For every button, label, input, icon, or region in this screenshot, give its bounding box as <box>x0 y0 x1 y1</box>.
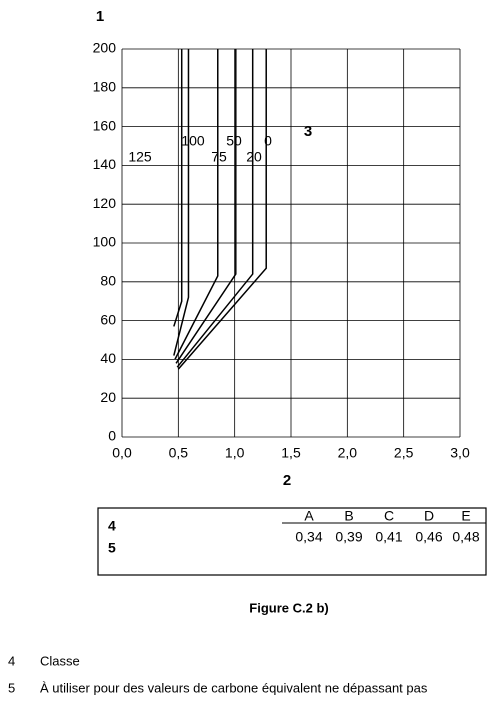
y-tick-label: 140 <box>93 156 117 172</box>
x-tick-label: 3,0 <box>450 445 470 461</box>
curve <box>173 49 190 356</box>
x-tick-label: 1,0 <box>225 445 245 461</box>
x-axis-label: 2 <box>283 472 291 489</box>
table-value: 0,46 <box>415 529 442 545</box>
table-value: 0,41 <box>375 529 402 545</box>
curve <box>176 49 254 368</box>
y-tick-label: 180 <box>93 79 117 95</box>
curve <box>173 49 183 327</box>
curve-label: 20 <box>246 149 262 165</box>
curve <box>177 49 267 370</box>
curve <box>175 49 237 364</box>
y-tick-label: 20 <box>100 389 116 405</box>
x-tick-label: 2,5 <box>394 445 414 461</box>
table-row-label: 4 <box>108 518 116 534</box>
legend-number: 4 <box>8 653 15 668</box>
y-tick-label: 80 <box>100 273 116 289</box>
table-header: D <box>424 508 434 524</box>
legend-number: 5 <box>8 680 15 695</box>
y-tick-label: 0 <box>108 428 116 444</box>
curve-label: 75 <box>211 149 227 165</box>
legend-text: Classe <box>40 653 80 668</box>
legend-text: À utiliser pour des valeurs de carbone é… <box>40 680 428 695</box>
curve-label: 50 <box>226 133 242 149</box>
x-tick-label: 1,5 <box>281 445 301 461</box>
y-axis-label: 1 <box>96 8 104 25</box>
table-header: B <box>344 508 353 524</box>
y-tick-label: 120 <box>93 195 117 211</box>
table-header: E <box>461 508 470 524</box>
table-header: A <box>304 508 314 524</box>
y-tick-label: 60 <box>100 311 116 327</box>
table-value: 0,34 <box>295 529 322 545</box>
x-tick-label: 2,0 <box>338 445 358 461</box>
table-value: 0,39 <box>335 529 362 545</box>
y-tick-label: 100 <box>93 234 117 250</box>
y-tick-label: 40 <box>100 350 116 366</box>
table-row-label: 5 <box>108 540 116 556</box>
table-box <box>97 507 487 576</box>
x-tick-label: 0,0 <box>112 445 132 461</box>
curve-label: 100 <box>181 133 205 149</box>
table-header: C <box>384 508 394 524</box>
y-tick-label: 200 <box>93 40 117 56</box>
caption: Figure C.2 b) <box>249 600 328 615</box>
curve-label: 125 <box>128 149 152 165</box>
annotation: 3 <box>304 123 312 140</box>
y-tick-label: 160 <box>93 117 117 133</box>
table-value: 0,48 <box>452 529 479 545</box>
curve <box>174 49 219 360</box>
x-tick-label: 0,5 <box>169 445 189 461</box>
curve-label: 0 <box>264 133 272 149</box>
